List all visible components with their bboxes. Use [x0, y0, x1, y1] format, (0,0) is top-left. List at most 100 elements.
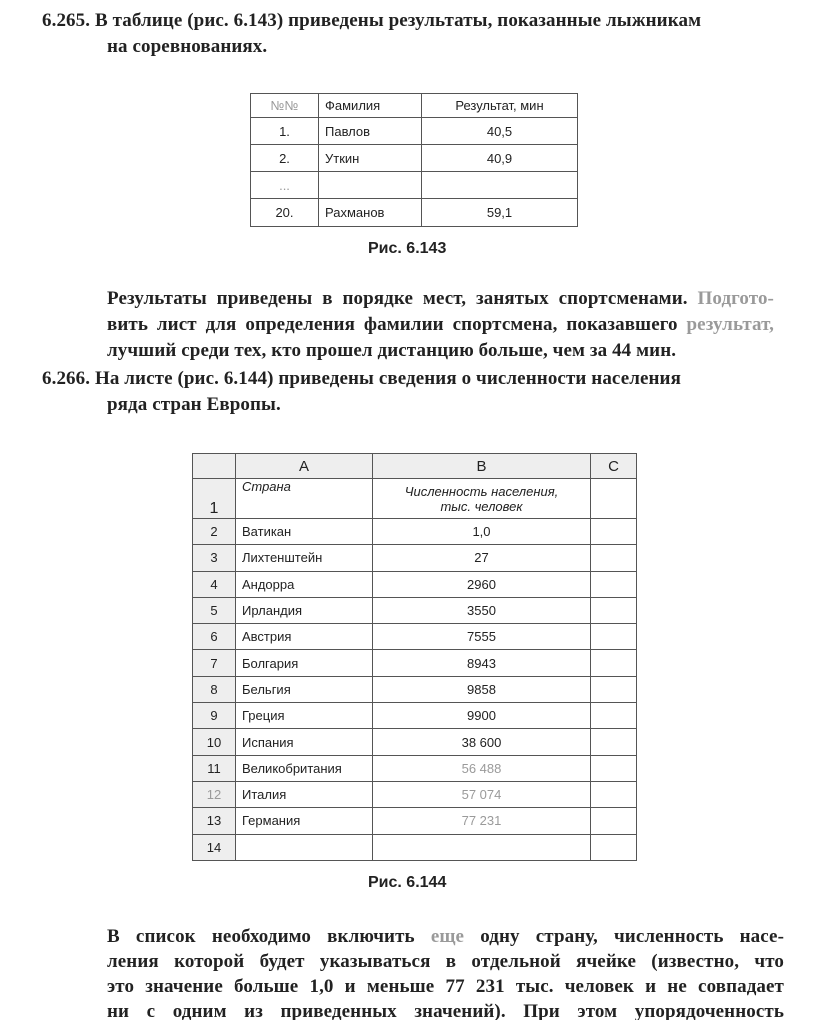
cell: 2.	[250, 144, 319, 172]
task-line2: вить лист для определения фамилии спортс…	[107, 314, 774, 336]
row-number: 12	[192, 780, 236, 809]
cell: Великобритания	[235, 754, 373, 782]
cell: 1,0	[372, 517, 591, 546]
row-number: 4	[192, 570, 236, 598]
sheet-row: 10 Испания 38 600	[192, 728, 637, 756]
corner-cell	[192, 453, 236, 479]
sheet-row: 11 Великобритания 56 488	[192, 754, 637, 782]
problem-266-line2: ряда стран Европы.	[107, 394, 281, 415]
cell: Испания	[235, 728, 373, 756]
sheet-row: 4 Андорра 2960	[192, 570, 637, 598]
row-number: 14	[192, 833, 236, 861]
cell: 56 488	[372, 754, 591, 782]
problem-266-line1: 6.266. На листе (рис. 6.144) приведены с…	[42, 368, 784, 390]
cell	[590, 702, 637, 730]
cell: Австрия	[235, 623, 373, 651]
column-header-b: B	[372, 453, 591, 479]
cell	[590, 675, 637, 704]
cell: 38 600	[372, 728, 591, 756]
cell	[590, 728, 637, 756]
text: еще	[430, 926, 465, 947]
cell: 27	[372, 544, 591, 572]
text-line3: это значение больше 1,0 и меньше 77 231 …	[107, 976, 784, 997]
cell: Лихтенштейн	[235, 544, 373, 572]
table-row: 2. Уткин 40,9	[250, 144, 578, 172]
header-result: Результат, мин	[421, 93, 578, 118]
cell: Бельгия	[235, 675, 373, 704]
cell: 1.	[250, 117, 319, 145]
text: результат,	[686, 314, 774, 335]
text: одну страну, численность насе-	[480, 926, 784, 947]
header-surname: Фамилия	[318, 93, 422, 118]
table-row: 20. Рахманов 59,1	[250, 198, 578, 227]
text-line4: ни с одним из приведенных значений). При…	[107, 1001, 784, 1020]
text: вить лист для определения фамилии спортс…	[107, 314, 678, 335]
row-number: 5	[192, 596, 236, 625]
cell: Численность населения, тыс. человек	[372, 478, 591, 519]
problem-265-line2: на соревнованиях.	[107, 36, 268, 57]
sheet-row: 7 Болгария 8943	[192, 649, 637, 677]
task-line3: лучший среди тех, кто прошел дистанцию б…	[107, 340, 677, 361]
cell	[372, 833, 591, 861]
cell: Уткин	[318, 144, 422, 172]
task-line1: Результаты приведены в порядке мест, зан…	[107, 288, 774, 310]
row-number: 13	[192, 807, 236, 835]
text: В список необходимо включить	[107, 926, 415, 947]
cell: Ирландия	[235, 596, 373, 625]
cell	[590, 596, 637, 625]
cell: Греция	[235, 702, 373, 730]
cell	[590, 544, 637, 572]
row-number: 6	[192, 623, 236, 651]
cell: 77 231	[372, 807, 591, 835]
table-row: ...	[250, 171, 578, 199]
cell: ...	[250, 171, 319, 199]
cell: Павлов	[318, 117, 422, 145]
cell	[590, 649, 637, 677]
figure-caption-6-144: Рис. 6.144	[368, 874, 447, 891]
text-line2: ления которой будет указываться в отдель…	[107, 951, 784, 972]
row-number: 7	[192, 649, 236, 677]
cell	[590, 570, 637, 598]
header-number: №№	[250, 93, 319, 118]
cell: 9900	[372, 702, 591, 730]
text: Результаты приведены в порядке мест, зан…	[107, 288, 688, 309]
cell: Страна	[235, 478, 373, 519]
text: Численность населения,	[404, 483, 559, 499]
text-line1: В список необходимо включить еще одну ст…	[107, 926, 784, 948]
sheet-row: 5 Ирландия 3550	[192, 596, 637, 625]
row-number: 1	[192, 478, 236, 519]
cell: Рахманов	[318, 198, 422, 227]
cell: 59,1	[421, 198, 578, 227]
text: тыс. человек	[440, 498, 523, 514]
cell	[590, 780, 637, 809]
cell: 3550	[372, 596, 591, 625]
column-header-a: A	[235, 453, 373, 479]
sheet-row: 13 Германия 77 231	[192, 807, 637, 835]
cell	[590, 623, 637, 651]
cell: 8943	[372, 649, 591, 677]
cell: 20.	[250, 198, 319, 227]
sheet-row: 8 Бельгия 9858	[192, 675, 637, 704]
row-number: 3	[192, 544, 236, 572]
problem-number: 6.265.	[42, 10, 91, 31]
row-number: 8	[192, 675, 236, 704]
cell: Италия	[235, 780, 373, 809]
cell	[590, 807, 637, 835]
cell	[235, 833, 373, 861]
cell: Германия	[235, 807, 373, 835]
problem-265-line1: 6.265. В таблице (рис. 6.143) приведены …	[42, 10, 774, 32]
cell: Ватикан	[235, 517, 373, 546]
cell	[590, 478, 637, 519]
row-number: 2	[192, 517, 236, 546]
figure-caption-6-143: Рис. 6.143	[368, 240, 447, 257]
cell: 40,5	[421, 117, 578, 145]
table-row: 1. Павлов 40,5	[250, 117, 578, 145]
cell: 9858	[372, 675, 591, 704]
text: Подгото-	[697, 288, 774, 309]
problem-number: 6.266.	[42, 368, 91, 389]
cell	[590, 754, 637, 782]
cell	[590, 517, 637, 546]
row-number: 10	[192, 728, 236, 756]
results-table: №№ Фамилия Результат, мин 1. Павлов 40,5 2…	[250, 93, 578, 227]
